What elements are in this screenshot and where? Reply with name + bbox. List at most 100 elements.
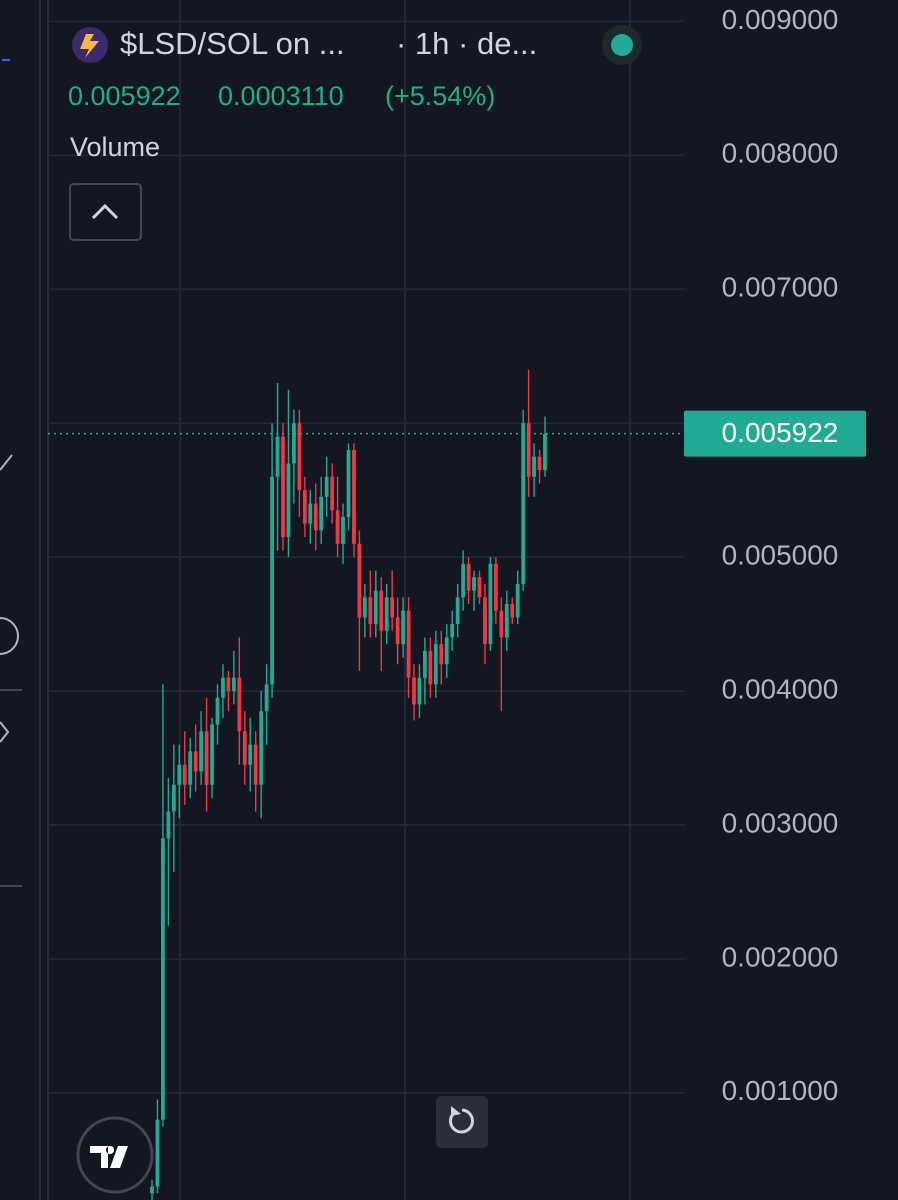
candle-body <box>395 617 400 645</box>
candle-body <box>330 476 335 511</box>
candle-body <box>477 577 482 598</box>
candle-body <box>199 731 204 772</box>
candle-body <box>193 751 198 772</box>
candle-body <box>242 731 247 765</box>
candle-body <box>412 677 416 705</box>
candle-body <box>390 597 395 618</box>
candle-body <box>292 423 296 464</box>
status-dot <box>611 34 633 56</box>
candle-body <box>177 764 182 785</box>
candle-body <box>537 456 542 471</box>
candle-body <box>237 677 242 732</box>
candle-body <box>313 503 318 531</box>
last-price-label: 0.005922 <box>722 417 839 448</box>
tv-logo-mark <box>90 1146 128 1168</box>
last-price-tag <box>684 410 866 457</box>
candle-body <box>368 597 373 625</box>
indicator-label[interactable]: Volume <box>70 132 160 162</box>
candle-body <box>526 423 531 477</box>
toolbar-icon[interactable] <box>0 721 10 743</box>
header-change-pct: (+5.54%) <box>385 81 495 111</box>
y-tick-label: 0.001000 <box>722 1075 839 1106</box>
candle-body <box>384 597 389 631</box>
candle-body <box>308 503 313 524</box>
candle-body <box>319 496 324 531</box>
symbol-title[interactable]: $LSD/SOL on ... <box>120 26 345 61</box>
candle-body <box>352 450 356 544</box>
reset-button[interactable] <box>436 1096 488 1148</box>
reset-icon-arrow <box>451 1106 461 1116</box>
candle-body <box>275 436 280 477</box>
candle-body <box>324 476 329 497</box>
collapse-button[interactable] <box>69 183 142 241</box>
candle-body <box>259 711 264 785</box>
candle-body <box>373 590 378 625</box>
y-tick-label: 0.007000 <box>722 272 839 303</box>
y-tick-label: 0.008000 <box>722 138 839 169</box>
candle-body <box>461 563 466 598</box>
toolbar <box>0 0 40 1200</box>
candle-body <box>488 563 493 645</box>
candle-body <box>281 436 285 538</box>
symbol-logo-bolt <box>80 34 99 58</box>
candle-body <box>499 610 504 638</box>
candle-body <box>204 731 209 785</box>
candle-body <box>406 610 411 678</box>
candle-body <box>150 1186 154 1194</box>
candle-body <box>215 697 220 725</box>
candle-body <box>335 510 340 544</box>
toolbar-icon[interactable] <box>0 617 19 655</box>
candle-body <box>493 563 498 611</box>
reset-icon <box>449 1108 474 1134</box>
candle-body <box>444 637 449 665</box>
candle-body <box>171 784 176 812</box>
candle-body <box>472 577 476 591</box>
candle-body <box>423 650 427 678</box>
candle-body <box>341 516 345 544</box>
candle-body <box>264 684 269 712</box>
candle-body <box>401 610 405 645</box>
candle-body <box>182 764 187 785</box>
candle-body <box>455 597 460 625</box>
candle-body <box>297 423 302 491</box>
header-change: 0.0003110 <box>218 81 344 111</box>
toolbar-icon[interactable] <box>0 454 13 471</box>
candle-body <box>439 644 444 665</box>
header-price: 0.005922 <box>68 81 181 111</box>
candle-body <box>226 677 231 692</box>
candle-body <box>515 583 520 618</box>
candle-body <box>357 543 362 618</box>
candle-body <box>161 838 165 1120</box>
y-tick-label: 0.003000 <box>722 807 839 838</box>
candle-body <box>253 744 258 785</box>
candle-body <box>532 456 536 477</box>
candle-body <box>302 490 307 524</box>
candle-body <box>379 590 384 631</box>
candle-body <box>521 423 526 584</box>
y-tick-label: 0.009000 <box>722 4 839 35</box>
candle-body <box>286 463 291 538</box>
candle-body <box>210 724 214 785</box>
candle-body <box>417 677 422 705</box>
candle-body <box>543 433 547 471</box>
candle-body <box>510 604 515 618</box>
candle-body <box>466 563 471 591</box>
candle-body <box>362 597 367 618</box>
candle-body <box>155 1119 160 1187</box>
candle-body <box>450 624 455 638</box>
candle-body <box>166 811 171 839</box>
y-tick-label: 0.002000 <box>722 941 839 972</box>
candle-body <box>346 450 351 517</box>
candle-body <box>270 476 274 685</box>
candle-body <box>231 677 236 692</box>
y-tick-label: 0.005000 <box>722 540 839 571</box>
candle-body <box>221 677 225 698</box>
candle-body <box>433 644 438 685</box>
candle-body <box>483 597 487 645</box>
candle-body <box>188 751 193 785</box>
interval[interactable]: · 1h · de... <box>396 26 537 61</box>
y-tick-label: 0.004000 <box>722 673 839 704</box>
candle-body <box>248 744 253 765</box>
